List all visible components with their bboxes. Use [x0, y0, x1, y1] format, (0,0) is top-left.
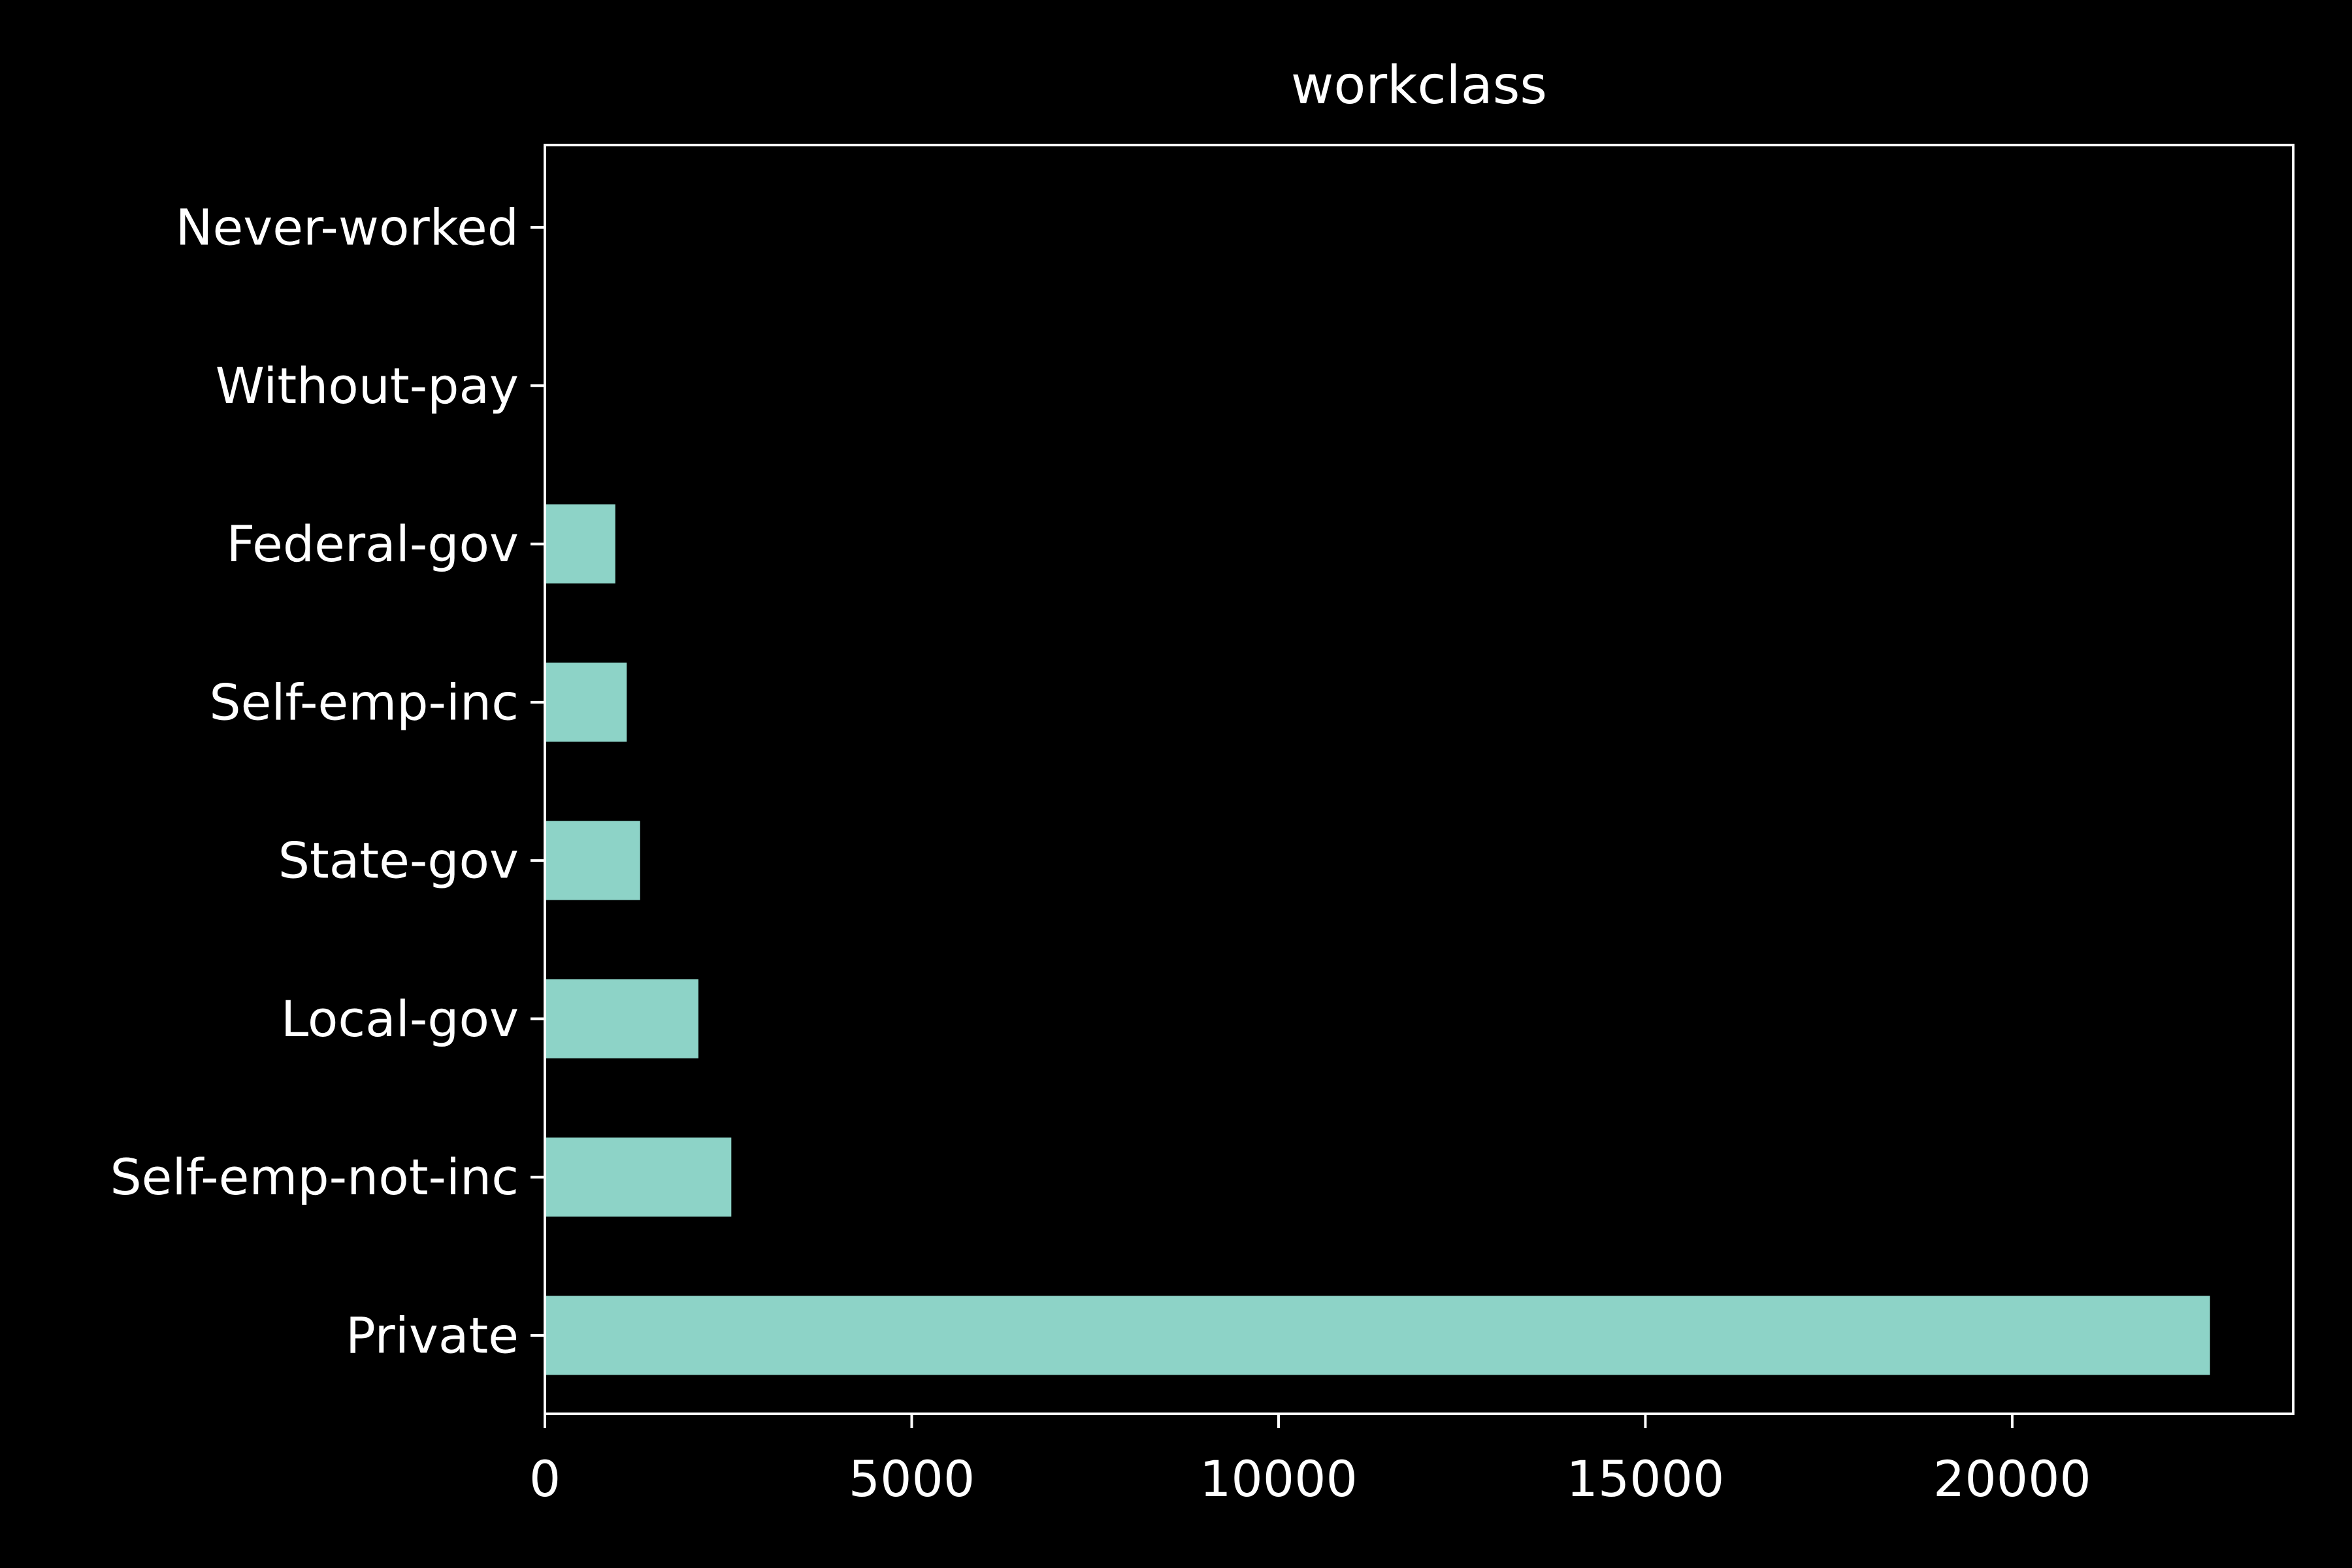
chart-title: workclass: [1291, 55, 1547, 116]
y-tick-label: Local-gov: [281, 990, 519, 1048]
y-tick-label: Federal-gov: [227, 515, 519, 573]
y-axis: Private Self-emp-not-inc Local-gov State-go…: [110, 199, 545, 1365]
x-tick-label: 0: [529, 1450, 561, 1508]
x-tick-label: 5000: [849, 1450, 975, 1508]
y-tick-label: Private: [346, 1307, 519, 1365]
x-tick-label: 15000: [1567, 1450, 1725, 1508]
x-axis: 0 5000 10000 15000 20000: [529, 1414, 2091, 1508]
x-tick-label: 10000: [1200, 1450, 1358, 1508]
y-tick-label: Self-emp-inc: [209, 673, 519, 731]
x-tick-label: 20000: [1933, 1450, 2091, 1508]
bar-state-gov: [545, 821, 640, 900]
bar-self-emp-not-inc: [545, 1137, 732, 1217]
y-tick-label: Never-worked: [176, 199, 519, 257]
bar-self-emp-inc: [545, 662, 627, 742]
bar-federal-gov: [545, 504, 615, 584]
y-tick-label: State-gov: [278, 832, 519, 890]
y-tick-label: Without-pay: [216, 357, 519, 415]
bar-local-gov: [545, 979, 699, 1058]
bar-private: [545, 1296, 2210, 1375]
bars-layer: [545, 188, 2210, 1375]
y-tick-label: Self-emp-not-inc: [110, 1148, 519, 1206]
plot-frame: [544, 144, 2295, 1415]
